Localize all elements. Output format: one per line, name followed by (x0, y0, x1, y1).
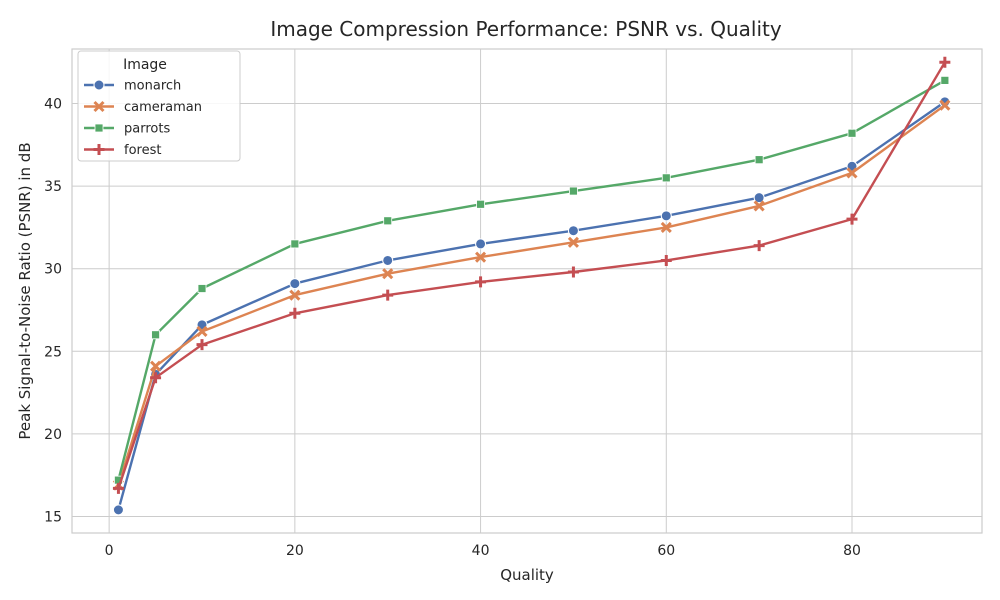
y-tick-label: 40 (44, 97, 62, 113)
y-tick-label: 35 (44, 179, 62, 195)
data-point-cameraman (939, 99, 951, 111)
x-axis-label: Quality (500, 566, 554, 584)
series-forest (112, 56, 951, 494)
data-point-cameraman (289, 289, 301, 301)
data-point-monarch (475, 238, 487, 250)
legend-swatch-marker (94, 123, 104, 133)
data-point-parrots (151, 330, 160, 340)
data-point-parrots (569, 186, 578, 196)
data-point-forest (196, 339, 208, 351)
data-point-parrots (197, 284, 207, 293)
x-tick-label: 0 (105, 543, 114, 559)
legend-label: cameraman (124, 100, 202, 115)
data-point-forest (382, 289, 394, 301)
x-tick-label: 80 (843, 543, 861, 559)
series-line-cameraman (117, 104, 946, 486)
data-point-parrots (940, 75, 950, 85)
y-tick-label: 20 (44, 427, 62, 443)
data-point-parrots (661, 173, 671, 183)
y-tick-label: 25 (44, 344, 62, 360)
data-point-forest (112, 482, 124, 494)
data-point-cameraman (475, 251, 487, 263)
data-point-parrots (754, 155, 764, 165)
data-point-monarch (753, 192, 765, 204)
legend-item-monarch: monarch (84, 79, 181, 94)
series-monarch (112, 96, 951, 516)
x-tick-labels: 0 20 40 60 80 (105, 543, 861, 559)
y-tick-label: 15 (44, 509, 62, 525)
legend-item-cameraman: cameraman (84, 100, 202, 115)
legend: Image monarch cameraman parrots forest (77, 50, 241, 162)
data-point-cameraman (196, 325, 208, 338)
data-point-forest (150, 372, 162, 384)
data-point-forest (289, 307, 301, 319)
data-point-forest (753, 240, 765, 252)
legend-swatch-marker (93, 79, 105, 91)
data-point-monarch (289, 278, 301, 290)
legend-item-forest: forest (84, 143, 161, 158)
x-tick-label: 60 (657, 543, 675, 559)
chart-title: Image Compression Performance: PSNR vs. … (270, 17, 782, 41)
x-tick-label: 40 (472, 543, 490, 559)
data-point-cameraman (753, 200, 765, 212)
x-tick-label: 20 (286, 543, 304, 559)
data-point-cameraman (150, 360, 162, 372)
data-point-parrots (383, 216, 393, 226)
data-point-monarch (112, 504, 124, 516)
legend-title: Image (123, 57, 167, 73)
data-point-monarch (382, 254, 394, 266)
legend-swatch-marker (93, 100, 105, 113)
data-point-forest (846, 213, 858, 225)
series-line-forest (117, 61, 946, 489)
legend-swatch-marker (93, 144, 105, 155)
data-point-parrots (476, 199, 485, 209)
legend-label: monarch (124, 79, 181, 94)
data-point-monarch (567, 225, 579, 237)
data-point-monarch (660, 210, 672, 222)
legend-label: parrots (124, 122, 170, 137)
series-layer (112, 56, 951, 516)
y-tick-label: 30 (44, 262, 62, 278)
data-point-cameraman (567, 236, 579, 248)
series-parrots (114, 75, 950, 485)
data-point-cameraman (660, 221, 672, 233)
data-point-forest (567, 266, 579, 278)
legend-box (77, 50, 241, 162)
legend-label: forest (124, 143, 161, 158)
legend-item-parrots: parrots (84, 122, 170, 137)
data-point-cameraman (382, 268, 394, 280)
series-line-monarch (117, 100, 946, 511)
data-point-parrots (847, 128, 857, 138)
y-axis-label: Peak Signal-to-Noise Ratio (PSNR) in dB (16, 142, 34, 439)
data-point-cameraman (846, 167, 858, 179)
plot-frame (71, 48, 983, 534)
data-point-forest (939, 56, 951, 68)
y-tick-labels: 15 20 25 30 35 40 (44, 97, 62, 526)
series-line-parrots (117, 79, 946, 481)
data-point-forest (475, 276, 487, 288)
data-point-parrots (290, 239, 300, 249)
data-point-forest (660, 254, 672, 266)
